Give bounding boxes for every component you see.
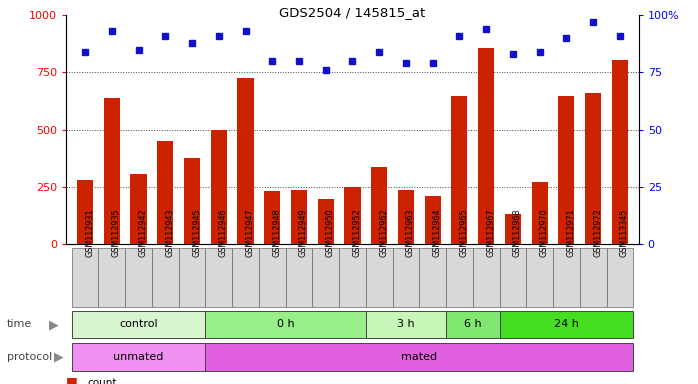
- Bar: [478, 48, 494, 244]
- Text: 3 h: 3 h: [397, 319, 415, 329]
- Text: GSM112945: GSM112945: [192, 208, 201, 257]
- Text: GSM113345: GSM113345: [620, 208, 629, 257]
- Text: count: count: [87, 378, 117, 384]
- Text: GSM112946: GSM112946: [218, 208, 228, 257]
- Bar: [72, 311, 205, 338]
- Text: GSM112964: GSM112964: [433, 208, 442, 257]
- Text: GSM112952: GSM112952: [352, 208, 362, 257]
- Text: GSM112942: GSM112942: [138, 208, 147, 257]
- Bar: [179, 248, 205, 307]
- Bar: [72, 343, 205, 371]
- Text: mated: mated: [401, 351, 438, 361]
- Bar: [131, 174, 147, 244]
- Bar: [237, 78, 253, 244]
- Bar: [473, 248, 500, 307]
- Bar: [104, 98, 120, 244]
- Text: ▶: ▶: [54, 351, 64, 364]
- Text: ■: ■: [66, 375, 78, 384]
- Bar: [532, 182, 548, 244]
- Bar: [98, 248, 125, 307]
- Bar: [125, 248, 152, 307]
- Bar: [211, 130, 227, 244]
- Text: GSM112970: GSM112970: [540, 208, 549, 257]
- Bar: [526, 248, 553, 307]
- Bar: [152, 248, 179, 307]
- Text: GSM112962: GSM112962: [379, 208, 388, 257]
- Text: GSM112967: GSM112967: [487, 208, 495, 257]
- Bar: [505, 214, 521, 244]
- Text: GSM112963: GSM112963: [406, 208, 415, 257]
- Bar: [392, 248, 419, 307]
- Text: unmated: unmated: [113, 351, 164, 361]
- Bar: [232, 248, 259, 307]
- Bar: [157, 141, 173, 244]
- Text: GSM112971: GSM112971: [567, 208, 575, 257]
- Bar: [366, 311, 446, 338]
- Bar: [424, 196, 440, 244]
- Bar: [205, 248, 232, 307]
- Text: GSM112965: GSM112965: [459, 208, 468, 257]
- Text: GDS2504 / 145815_at: GDS2504 / 145815_at: [279, 6, 426, 19]
- Bar: [398, 190, 414, 244]
- Bar: [585, 93, 601, 244]
- Bar: [366, 248, 392, 307]
- Text: ▶: ▶: [49, 318, 59, 331]
- Bar: [500, 248, 526, 307]
- Bar: [345, 187, 360, 244]
- Text: 6 h: 6 h: [464, 319, 482, 329]
- Bar: [265, 191, 281, 244]
- Bar: [452, 96, 468, 244]
- Text: GSM112968: GSM112968: [513, 208, 522, 257]
- Text: protocol: protocol: [7, 352, 52, 362]
- Bar: [612, 60, 628, 244]
- Text: GSM112949: GSM112949: [299, 208, 308, 257]
- Text: GSM112931: GSM112931: [85, 208, 94, 257]
- Bar: [205, 311, 366, 338]
- Text: GSM112943: GSM112943: [165, 208, 174, 257]
- Bar: [446, 311, 500, 338]
- Bar: [285, 248, 313, 307]
- Bar: [291, 190, 307, 244]
- Text: control: control: [119, 319, 158, 329]
- Text: GSM112948: GSM112948: [272, 208, 281, 257]
- Bar: [558, 96, 574, 244]
- Bar: [580, 248, 607, 307]
- Text: GSM112935: GSM112935: [112, 208, 121, 257]
- Bar: [446, 248, 473, 307]
- Bar: [419, 248, 446, 307]
- Bar: [500, 311, 633, 338]
- Bar: [259, 248, 285, 307]
- Bar: [313, 248, 339, 307]
- Text: GSM112947: GSM112947: [246, 208, 255, 257]
- Bar: [553, 248, 580, 307]
- Bar: [339, 248, 366, 307]
- Bar: [77, 180, 93, 244]
- Bar: [607, 248, 633, 307]
- Text: GSM112972: GSM112972: [593, 208, 602, 257]
- Text: GSM112950: GSM112950: [326, 208, 335, 257]
- Bar: [72, 248, 98, 307]
- Bar: [184, 158, 200, 244]
- Text: time: time: [7, 319, 32, 329]
- Bar: [371, 167, 387, 244]
- Bar: [205, 343, 633, 371]
- Bar: [318, 199, 334, 244]
- Text: 24 h: 24 h: [554, 319, 579, 329]
- Text: 0 h: 0 h: [277, 319, 295, 329]
